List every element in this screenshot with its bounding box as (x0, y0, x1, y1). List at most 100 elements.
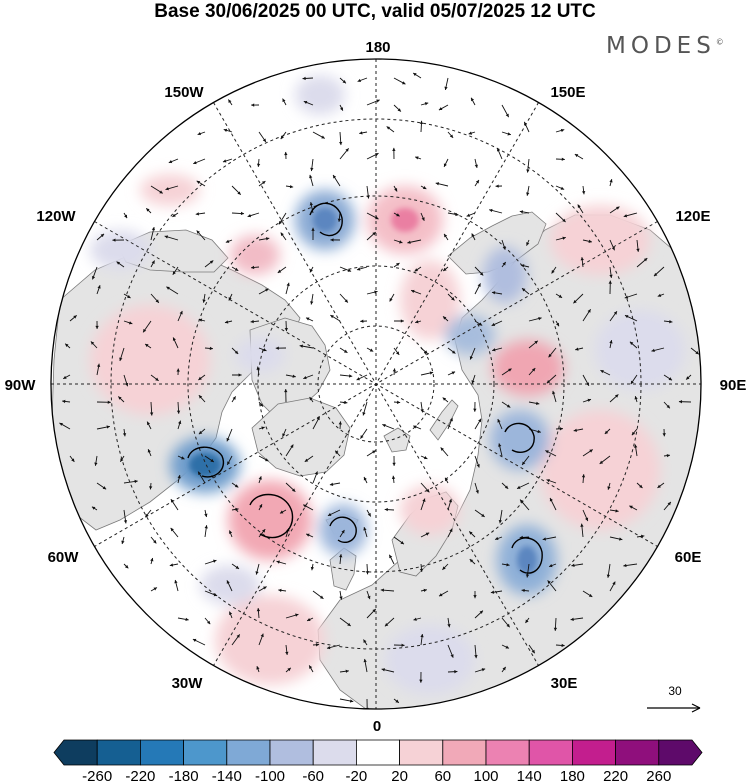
wind-vector-head (519, 210, 524, 214)
wind-vector-head (310, 167, 314, 172)
wind-vector-head (150, 558, 154, 562)
wind-vector-head (236, 634, 240, 638)
wind-vector-head (172, 337, 176, 341)
logo-text: MODES (606, 33, 716, 59)
wind-vector-head (442, 397, 447, 401)
wind-vector-head (116, 261, 121, 265)
wind-vector-head (471, 380, 475, 384)
wind-vector-head (278, 220, 282, 225)
wind-vector-head (347, 622, 351, 627)
wind-vector-head (363, 527, 367, 531)
wind-vector-head (197, 132, 202, 136)
wind-vector-head (112, 238, 116, 242)
wind-vector-head (287, 667, 291, 672)
wind-vector-head (586, 382, 589, 386)
wind-vector-head (425, 532, 430, 536)
swirl-hudson (187, 446, 225, 478)
wind-vector-head (400, 319, 404, 323)
wind-vector-head (282, 98, 286, 103)
wind-vector-head (479, 610, 483, 614)
colorbar-swatch (572, 739, 616, 766)
wind-vector-head (330, 315, 334, 319)
colorbar-tick-label: 220 (603, 768, 628, 783)
wind-vector-head (289, 184, 294, 189)
wind-vector-head (238, 373, 242, 377)
wind-vector-head (204, 513, 208, 518)
wind-vector-head (256, 666, 260, 670)
wind-vector-head (192, 638, 197, 642)
wind-vector-head (392, 462, 396, 466)
wind-vector-head (337, 218, 342, 222)
lon-label-150w: 150W (164, 84, 204, 101)
wind-vector-head (560, 128, 565, 133)
lon-label-150e: 150E (550, 84, 585, 101)
wind-vector-head (600, 370, 604, 374)
wind-vector-head (91, 276, 96, 280)
wind-vector-head (560, 186, 565, 190)
wind-vector-head (448, 498, 453, 503)
wind-vector-head (235, 565, 240, 569)
wind-vector-head (153, 540, 157, 544)
colorbar-tick-label: 20 (391, 768, 408, 783)
wind-vector-head (292, 374, 296, 378)
wind-vector-head (451, 350, 456, 354)
modes-logo: MODES© (606, 33, 724, 59)
wind-vector-head (372, 450, 376, 454)
lon-label-180: 180 (365, 39, 390, 56)
wind-vector-head (419, 568, 424, 572)
wind-vector-head (344, 400, 348, 405)
wind-vector-head (444, 233, 448, 238)
wind-vector-head (311, 227, 315, 231)
wind-vector-head (228, 297, 232, 301)
wind-vector-head (599, 460, 604, 464)
wind-vector-head (466, 213, 471, 217)
swirl-pacific (309, 202, 343, 237)
negative-anomaly-kara (445, 315, 495, 355)
wind-vector-head (384, 622, 389, 627)
wind-vector-head (615, 509, 619, 513)
wind-vector-head (609, 179, 613, 183)
wind-vector-head (491, 291, 496, 295)
wind-vector-head (604, 430, 609, 434)
wind-vector-head (611, 246, 615, 251)
reference-vector-head (691, 703, 701, 713)
wind-vector-head (526, 192, 530, 196)
wind-vector-head (668, 377, 673, 381)
wind-vector-head (284, 151, 288, 156)
wind-vector-head (251, 103, 255, 107)
colorbar-swatch (140, 739, 184, 766)
wind-vector-head (561, 157, 565, 161)
wind-vector-head (449, 528, 453, 533)
negative-anomaly-aleutian (295, 75, 345, 115)
wind-vector-head (305, 317, 310, 321)
wind-vector-head (477, 283, 481, 287)
wind-vector-head (424, 350, 428, 354)
wind-vector-head (537, 429, 541, 434)
wind-vector-head (548, 353, 552, 358)
wind-vector-head (303, 504, 307, 508)
wind-vector-head (506, 563, 510, 567)
wind-vector-head (414, 268, 419, 272)
wind-vector-head (125, 382, 129, 387)
colorbar-tick-label: 100 (473, 768, 498, 783)
wind-vector-head (495, 536, 499, 541)
wind-vector-head (420, 634, 424, 638)
land-novaya-zemlya (429, 399, 459, 441)
swirl-atlantic-high (249, 493, 294, 539)
wind-vector-head (394, 187, 398, 192)
wind-vector-head (451, 297, 455, 301)
wind-vector-head (330, 238, 334, 242)
positive-anomaly-siberia (492, 340, 564, 396)
wind-vector-head (176, 368, 180, 372)
wind-vector-head (118, 396, 122, 400)
wind-vector-head (339, 107, 343, 111)
wind-vector-head (505, 645, 510, 649)
wind-vector-head (667, 501, 671, 506)
wind-vector-head (339, 554, 343, 558)
wind-vector-head (299, 344, 303, 348)
wind-vector-head (259, 403, 264, 407)
wind-vector-head (678, 400, 683, 404)
wind-vector-head (449, 417, 453, 422)
wind-vector-head (502, 261, 506, 266)
wind-vector-head (562, 218, 566, 223)
